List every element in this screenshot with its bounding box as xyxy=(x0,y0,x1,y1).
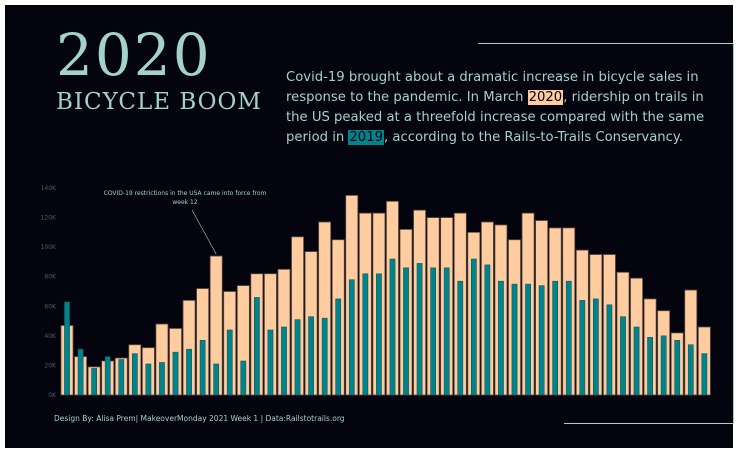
frame-line-top xyxy=(478,43,734,44)
bar-series-2 xyxy=(593,298,599,396)
bar-series-2 xyxy=(104,356,111,396)
bar-series-2 xyxy=(213,363,220,396)
bar-series-2 xyxy=(633,326,640,396)
y-tick-label: 140K xyxy=(41,185,57,192)
bar-series-2 xyxy=(376,273,382,396)
bar-series-2 xyxy=(131,353,138,396)
bar-series-2 xyxy=(308,316,314,396)
bar-series-2 xyxy=(403,267,409,396)
y-tick-label: 20K xyxy=(44,362,57,369)
bar-series-2 xyxy=(254,297,260,396)
bar-series-2 xyxy=(145,363,152,396)
bar-series-2 xyxy=(660,335,667,396)
intro-part2: , ridership on trails in the US peaked a… xyxy=(286,90,705,145)
bar-series-2 xyxy=(362,273,369,396)
bar-series-2 xyxy=(416,263,423,396)
bar-series-2 xyxy=(172,351,179,396)
bar-series-2 xyxy=(687,344,694,396)
bar-series-2 xyxy=(294,319,301,396)
annotation-text: week 12 xyxy=(172,199,197,206)
footer-credits: Design By: Alisa Prem| MakeoverMonday 20… xyxy=(54,414,345,423)
bar-series-2 xyxy=(240,360,247,396)
intro-text: Covid-19 brought about a dramatic increa… xyxy=(286,68,726,148)
bar-series-2 xyxy=(64,301,70,396)
bar-series-2 xyxy=(77,348,84,396)
bar-series-2 xyxy=(443,267,450,396)
bar-series-2 xyxy=(199,340,206,396)
y-tick-label: 0K xyxy=(48,392,57,399)
bar-series-2 xyxy=(470,258,477,396)
intro-part1: Covid-19 brought about a dramatic increa… xyxy=(286,70,699,105)
bar-series-2 xyxy=(186,348,192,396)
bar-series-2 xyxy=(348,279,355,396)
bar-series-2 xyxy=(335,298,342,396)
bar-series-2 xyxy=(484,264,491,396)
bar-series-2 xyxy=(457,280,464,396)
frame-line-bottom xyxy=(564,423,734,424)
bar-series-2 xyxy=(647,337,653,396)
frame-line-right xyxy=(733,43,734,424)
bar-series-2 xyxy=(674,340,681,396)
annotation-text: COVID-19 restrictions in the USA came in… xyxy=(104,190,267,197)
y-tick-label: 40K xyxy=(44,333,57,340)
highlight-2019: 2019 xyxy=(348,130,384,145)
bar-series-2 xyxy=(281,326,287,396)
bar-series-2 xyxy=(267,329,274,396)
bar-series-2 xyxy=(226,329,233,396)
bar-series-2 xyxy=(159,362,165,396)
y-tick-label: 100K xyxy=(41,244,57,251)
bar-series-2 xyxy=(565,280,572,396)
bar-series-2 xyxy=(701,353,708,396)
annotation-leader-line xyxy=(191,209,217,255)
bar-series-2 xyxy=(321,317,328,396)
y-tick-label: 80K xyxy=(44,274,57,281)
title-subtitle: BICYCLE BOOM xyxy=(56,89,262,115)
y-tick-label: 60K xyxy=(44,303,57,310)
bar-series-2 xyxy=(525,283,531,396)
y-tick-label: 120K xyxy=(41,215,57,222)
bar-series-2 xyxy=(538,285,545,396)
bar-series-2 xyxy=(430,267,436,396)
bar-series-2 xyxy=(91,368,98,396)
bar-series-2 xyxy=(579,300,586,396)
title-year: 2020 xyxy=(56,21,212,89)
bar-series-2 xyxy=(118,359,125,396)
intro-part3: , according to the Rails-to-Trails Conse… xyxy=(383,130,684,145)
highlight-2020: 2020 xyxy=(527,90,564,105)
bar-series-2 xyxy=(498,280,504,396)
bar-series-2 xyxy=(552,280,559,396)
bar-series-2 xyxy=(606,304,613,396)
bar-series-2 xyxy=(511,283,518,396)
bar-series-2 xyxy=(620,316,626,396)
bar-series-2 xyxy=(389,258,396,396)
